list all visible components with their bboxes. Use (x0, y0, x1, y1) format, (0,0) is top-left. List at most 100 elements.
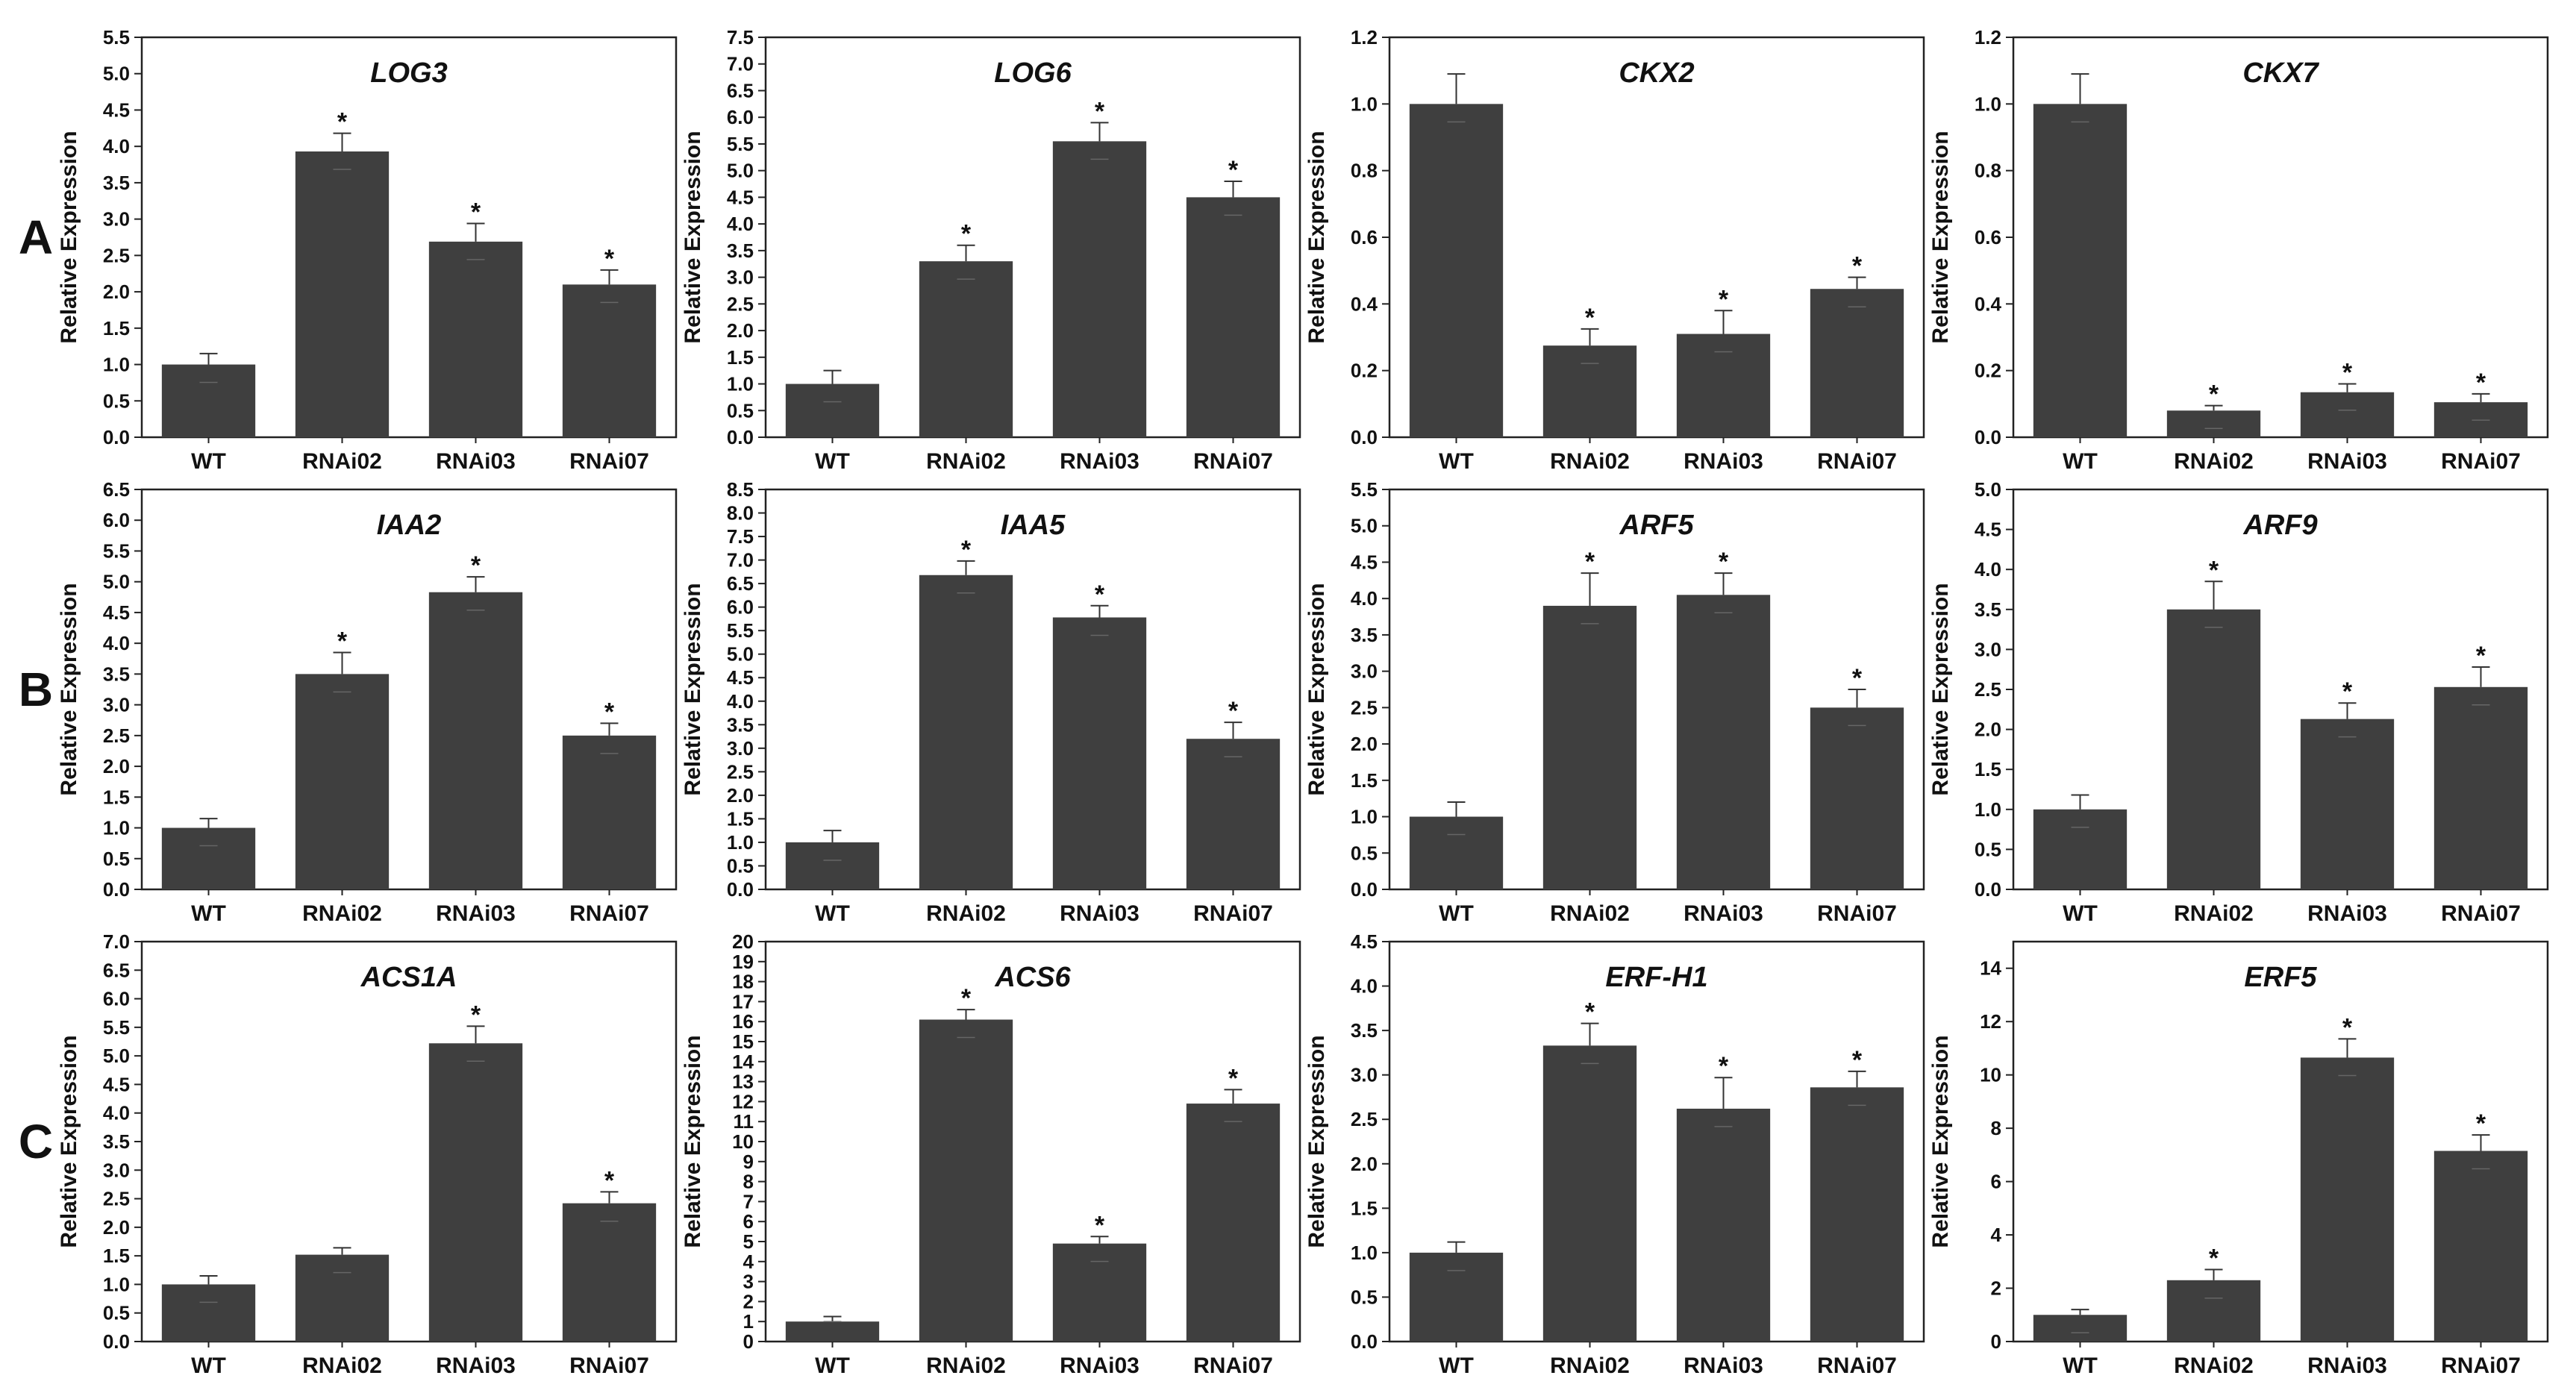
panel-arf9: 0.0 0.5 1.0 1.5 2.0 2.5 3.0 3.5 4.0 4.5 5.0 Relativ… (1928, 478, 2549, 926)
x-tick-label-rnai02: RNAi02 (302, 901, 382, 926)
y-tick-label: 1.0 (1351, 806, 1378, 828)
y-tick-label: 1.0 (1975, 93, 2001, 115)
panel-acs6: 01234567891011121314151617181920Relative… (681, 930, 1301, 1378)
y-tick-label: 2.5 (103, 724, 130, 747)
y-tick-label: 7.5 (727, 26, 754, 48)
y-tick-label: 5.5 (103, 26, 130, 48)
y-tick-label: 0.0 (1351, 1330, 1378, 1353)
y-tick-label: 0.0 (1351, 426, 1378, 448)
y-tick-label: 2.5 (103, 244, 130, 266)
x-tick-label-rnai03: RNAi03 (1684, 1353, 1763, 1378)
y-tick-label: 3.0 (1351, 1064, 1378, 1086)
y-tick-label: 1.0 (103, 354, 130, 376)
chart-title: ACS6 (994, 962, 1071, 993)
y-tick-label: 0.5 (727, 399, 754, 422)
bar-rnai07 (1186, 197, 1281, 437)
x-tick-label-wt: WT (191, 449, 226, 474)
significance-star: * (337, 627, 348, 656)
y-tick-label: 3.0 (727, 266, 754, 289)
y-tick-label: 4.0 (1351, 587, 1378, 610)
bar-rnai03 (1052, 141, 1147, 438)
y-tick-label: 7 (743, 1190, 754, 1212)
plot-frame (1388, 940, 1925, 1343)
y-tick-label: 1.5 (727, 346, 754, 369)
y-tick-label: 1.0 (1351, 93, 1378, 115)
significance-star: * (471, 198, 481, 226)
x-tick-label-rnai03: RNAi03 (2307, 449, 2387, 474)
y-tick-label: 3.5 (103, 663, 130, 685)
y-tick-label: 7.0 (727, 549, 754, 572)
bar-rnai03 (1676, 1108, 1771, 1342)
y-tick-label: 3.5 (103, 172, 130, 194)
y-tick-label: 4.0 (103, 632, 130, 654)
panel-erf5: 0 2 4 6 8 10 12 14 Relative Expression ERF5 WT * RNA… (1928, 940, 2549, 1378)
y-tick-label: 3.5 (727, 240, 754, 262)
chart-title: IAA2 (377, 510, 442, 541)
y-tick-label: 1.0 (103, 1273, 130, 1295)
y-tick-label: 0.0 (727, 426, 754, 448)
significance-star: * (1719, 1052, 1729, 1080)
x-tick-label-rnai03: RNAi03 (436, 901, 516, 926)
x-tick-label-rnai07: RNAi07 (2441, 1353, 2521, 1378)
x-tick-label-rnai07: RNAi07 (2441, 901, 2521, 926)
y-tick-label: 1.0 (1351, 1242, 1378, 1264)
y-tick-label: 2 (743, 1290, 754, 1312)
y-axis-label: Relative Expression (1928, 1035, 1953, 1248)
x-tick-label-rnai02: RNAi02 (1550, 901, 1630, 926)
y-tick-label: 0.8 (1351, 160, 1378, 182)
bar-rnai07 (562, 1203, 657, 1342)
bar-rnai02 (919, 261, 1013, 437)
y-tick-label: 2.0 (727, 319, 754, 342)
y-tick-label: 3.5 (103, 1130, 130, 1153)
y-tick-label: 4.5 (727, 666, 754, 689)
y-tick-label: 4.5 (1975, 519, 2001, 541)
panel-iaa5: 0.00.51.01.52.02.53.03.54.04.55.05.56.06… (681, 478, 1301, 926)
y-tick-label: 3.5 (1351, 624, 1378, 646)
y-tick-label: 6.0 (727, 106, 754, 128)
y-tick-label: 5 (743, 1230, 754, 1253)
x-tick-label-rnai07: RNAi07 (2441, 449, 2521, 474)
significance-star: * (961, 220, 972, 248)
bar-rnai02 (2166, 1280, 2261, 1342)
x-tick-label-rnai02: RNAi02 (2174, 1353, 2254, 1378)
significance-star: * (1852, 252, 1863, 281)
bar-rnai03 (1676, 334, 1771, 437)
x-tick-label-wt: WT (2063, 449, 2098, 474)
plot-frame (140, 36, 678, 439)
plot-frame (764, 36, 1301, 439)
y-tick-label: 4.0 (1351, 975, 1378, 998)
bar-rnai07 (1810, 1087, 1904, 1342)
panel-arf5: 0.0 0.5 1.0 1.5 2.0 2.5 3.0 3.5 4.0 4.5 5.0 5.5 Rela… (1304, 478, 1925, 926)
y-tick-label: 8.0 (727, 502, 754, 525)
bar-rnai02 (1542, 1045, 1637, 1342)
y-tick-label: 0.0 (1975, 878, 2001, 901)
y-tick-label: 0.6 (1975, 226, 2001, 248)
y-tick-label: 3.0 (1351, 660, 1378, 683)
y-tick-label: 20 (732, 930, 754, 953)
bar-rnai07 (2433, 686, 2528, 889)
bar-wt (1409, 816, 1504, 889)
x-tick-label-rnai07: RNAi07 (1193, 1353, 1273, 1378)
y-tick-label: 5.0 (103, 571, 130, 593)
x-tick-label-rnai03: RNAi03 (1060, 449, 1139, 474)
x-tick-label-rnai07: RNAi07 (1193, 901, 1273, 926)
y-tick-label: 9 (743, 1151, 754, 1173)
y-tick-label: 3.0 (1975, 638, 2001, 660)
y-tick-label: 2.5 (727, 760, 754, 783)
y-tick-label: 16 (732, 1010, 754, 1033)
y-tick-label: 3.0 (103, 694, 130, 716)
y-tick-label: 0 (1991, 1330, 2001, 1353)
chart-title: ERF-H1 (1605, 962, 1707, 993)
y-tick-label: 1 (743, 1310, 754, 1333)
panel-log3: 0.0 0.5 1.0 1.5 2.0 2.5 3.0 3.5 4.0 4.5 5.0 5.5 Rela… (57, 26, 678, 474)
y-tick-label: 3.0 (103, 208, 130, 231)
y-tick-label: 8 (1991, 1117, 2001, 1139)
y-axis-label: Relative Expression (1304, 583, 1329, 795)
bar-wt (1409, 104, 1504, 438)
y-tick-label: 6.5 (103, 959, 130, 981)
y-tick-label: 7.0 (103, 930, 130, 953)
y-tick-label: 4 (743, 1251, 754, 1273)
y-tick-label: 6 (1991, 1171, 2001, 1193)
y-tick-label: 0.2 (1975, 360, 2001, 382)
y-tick-label: 3.5 (727, 713, 754, 736)
